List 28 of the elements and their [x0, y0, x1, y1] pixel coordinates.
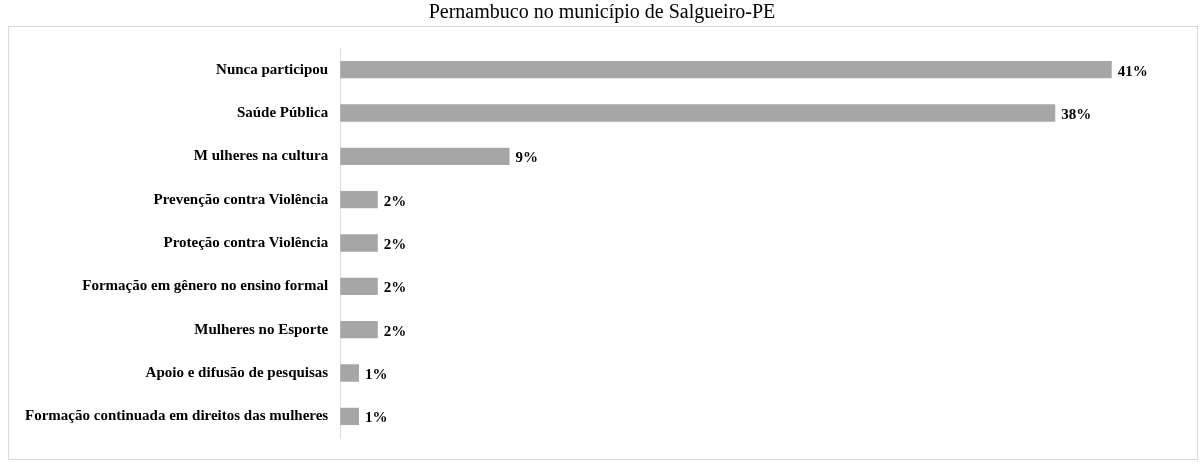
- y-tick-label: Formação em gênero no ensino formal: [82, 277, 329, 294]
- bar: [340, 104, 1056, 122]
- bar: [340, 61, 1112, 79]
- data-label: 1%: [365, 409, 388, 426]
- y-tick-label: Nunca participou: [216, 60, 329, 77]
- bar: [340, 191, 378, 209]
- bar: [340, 364, 359, 382]
- data-label: 2%: [383, 279, 407, 296]
- data-label: 2%: [383, 192, 407, 209]
- bar: [340, 147, 510, 165]
- y-tick-label: Formação continuada em direitos das mulheres: [25, 407, 329, 424]
- y-tick-label: Mulheres no Esporte: [194, 320, 329, 337]
- bar: [340, 321, 378, 339]
- y-tick-label: M ulheres na cultura: [193, 147, 329, 164]
- data-label: 38%: [1061, 105, 1092, 122]
- data-label: 9%: [515, 149, 539, 166]
- data-label: 41%: [1117, 62, 1148, 79]
- y-tick-label: Prevenção contra Violência: [153, 190, 329, 207]
- data-label: 2%: [383, 322, 407, 339]
- data-label: 2%: [383, 235, 407, 252]
- bar: [340, 277, 378, 295]
- y-tick-label: Proteção contra Violência: [163, 233, 329, 250]
- chart-title: Pernambuco no município de Salgueiro-PE: [427, 0, 777, 24]
- data-label: 1%: [365, 365, 388, 382]
- bar: [340, 407, 359, 425]
- y-tick-label: Apoio e difusão de pesquisas: [145, 363, 329, 380]
- y-tick-label: Saúde Pública: [236, 103, 329, 120]
- bar: [340, 234, 378, 252]
